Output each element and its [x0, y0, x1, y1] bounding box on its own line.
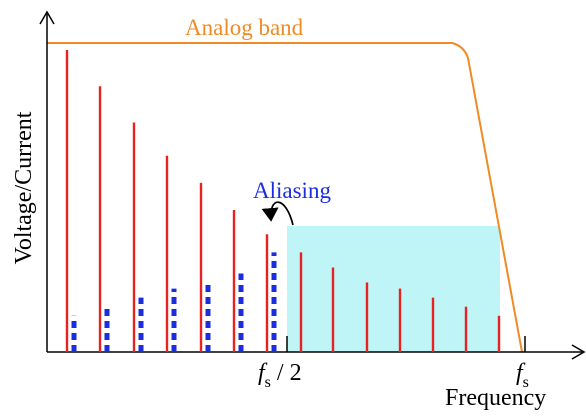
- aliasing-label: Aliasing: [253, 178, 331, 203]
- fs-half-label: fs / 2: [258, 360, 302, 391]
- original-spectrum-lines: [65, 50, 269, 352]
- analog-band-label: Analog band: [185, 15, 304, 40]
- aliasing-arrow: [261, 201, 294, 226]
- aliased-spectrum-lines: [71, 252, 277, 352]
- analog-band-curve: [47, 42, 523, 353]
- fs-label: fs: [516, 360, 529, 391]
- aliased-band-region: [287, 226, 500, 352]
- x-axis-arrowhead: [571, 344, 586, 360]
- y-axis-arrowhead: [39, 10, 55, 25]
- y-axis-label: Voltage/Current: [11, 111, 37, 264]
- x-axis-label: Frequency: [445, 385, 546, 411]
- high-frequency-lines: [299, 252, 501, 352]
